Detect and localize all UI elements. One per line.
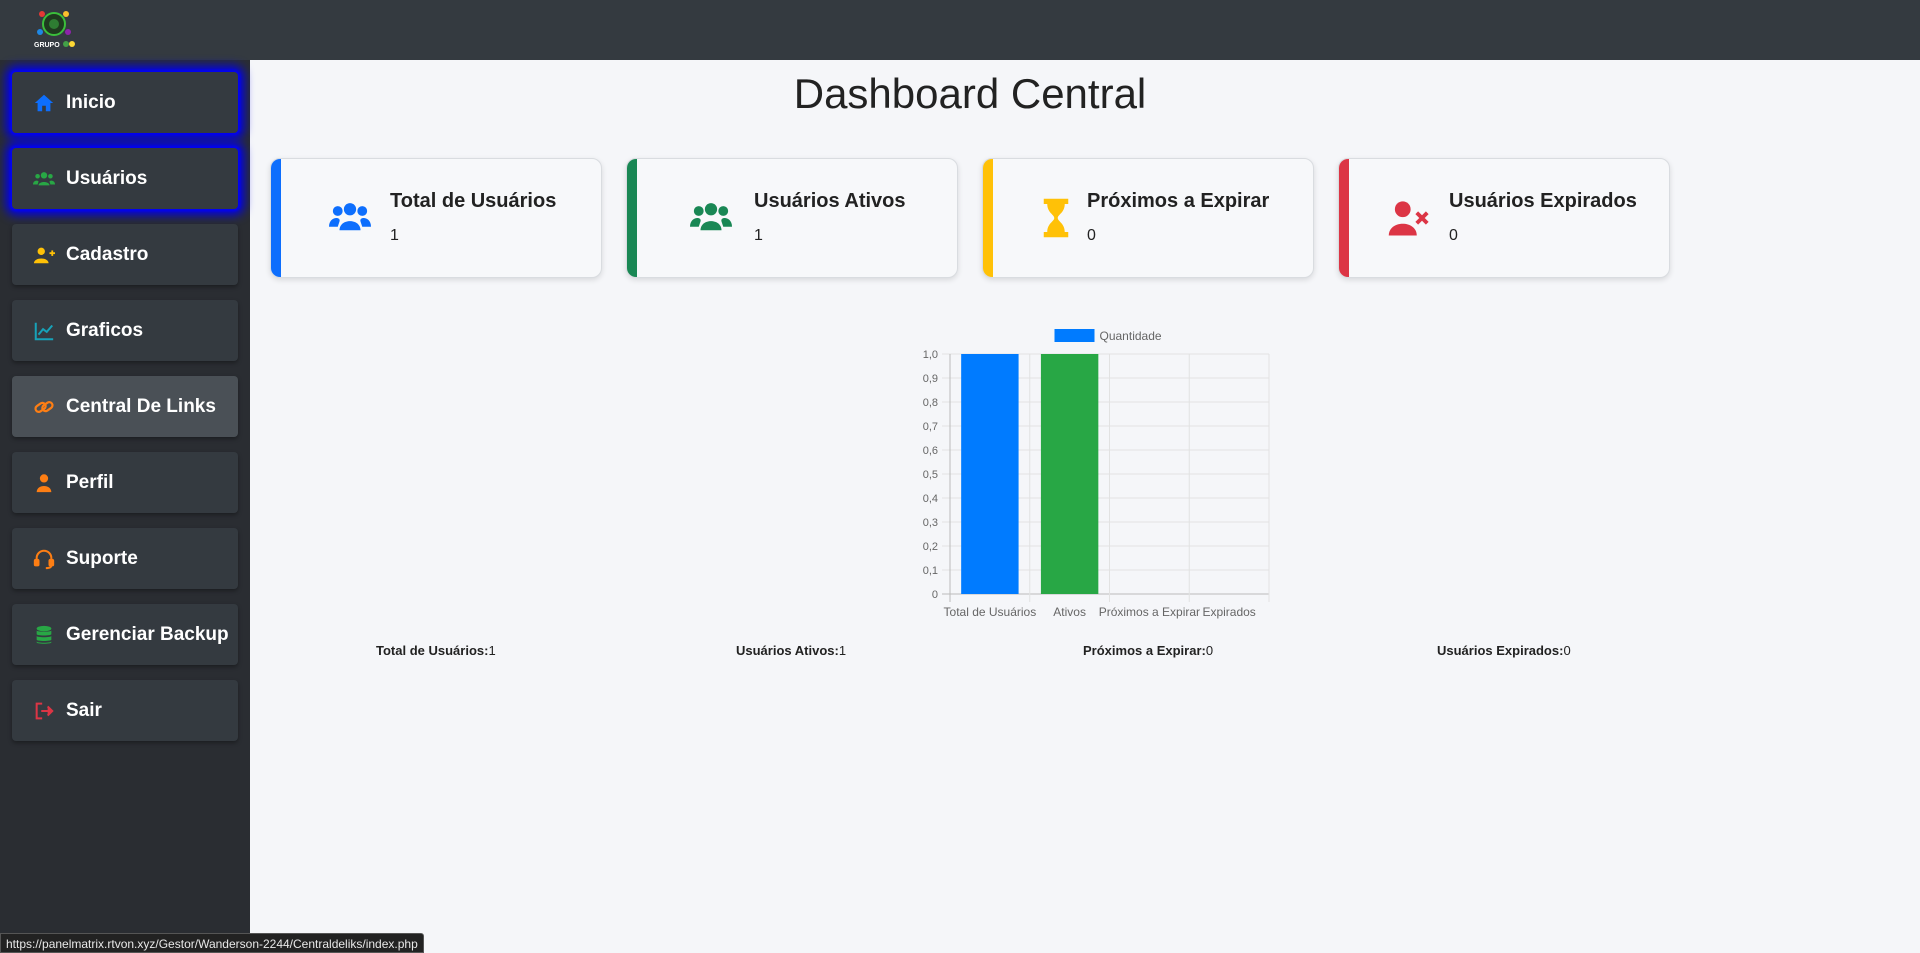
card-title: Usuários Expirados: [1449, 190, 1637, 212]
bar: [961, 354, 1019, 594]
summary-usuarios-ativos: Usuários Ativos:1: [736, 643, 846, 658]
sidebar-item-gerenciar-backup[interactable]: Gerenciar Backup: [12, 604, 238, 665]
sidebar-item-label: Gerenciar Backup: [66, 623, 229, 645]
sidebar-item-sair[interactable]: Sair: [12, 680, 238, 741]
summary-value: 1: [488, 643, 496, 658]
headset-icon: [32, 547, 56, 571]
sidebar-item-graficos[interactable]: Graficos: [12, 300, 238, 361]
main-content: Dashboard Central Total de Usuários 1 Us…: [250, 60, 1920, 953]
x-tick-label: Total de Usuários: [944, 605, 1037, 619]
sidebar-item-label: Usuários: [66, 167, 148, 189]
y-tick-label: 0,3: [923, 517, 938, 529]
legend-swatch: [1054, 329, 1095, 342]
summary-usuarios-expirados: Usuários Expirados:0: [1437, 643, 1571, 658]
users-icon: [690, 203, 732, 231]
chart-line-icon: [32, 319, 56, 343]
users-icon: [329, 203, 371, 231]
x-tick-label: Expirados: [1202, 605, 1255, 619]
sidebar-item-usuarios[interactable]: Usuários: [12, 148, 238, 209]
stat-card-proximos-expirar: Próximos a Expirar 0: [982, 158, 1314, 278]
x-tick-label: Próximos a Expirar: [1099, 605, 1200, 619]
summary-value: 0: [1205, 643, 1214, 658]
legend-label: Quantidade: [1100, 329, 1162, 343]
summary-value: 1: [838, 643, 847, 658]
x-tick-label: Ativos: [1053, 605, 1086, 619]
card-accent-bar: [627, 159, 637, 277]
sidebar-item-label: Graficos: [66, 319, 144, 341]
y-tick-label: 1,0: [923, 349, 938, 361]
status-bar-url: https://panelmatrix.rtvon.xyz/Gestor/Wan…: [0, 933, 424, 953]
hourglass-icon: [1043, 198, 1069, 238]
card-accent-bar: [271, 159, 281, 277]
summary-value: 0: [1563, 643, 1571, 658]
sidebar-item-perfil[interactable]: Perfil: [12, 452, 238, 513]
sidebar-item-central-de-links[interactable]: Central De Links: [12, 376, 238, 437]
card-value: 1: [390, 227, 399, 244]
sidebar-item-label: Cadastro: [66, 243, 149, 265]
sign-out-icon: [32, 699, 56, 723]
stat-card-usuarios-expirados: Usuários Expirados 0: [1338, 158, 1670, 278]
users-icon: [32, 167, 56, 191]
y-tick-label: 0,8: [923, 397, 938, 409]
sidebar-item-label: Perfil: [66, 471, 114, 493]
bar: [1040, 354, 1099, 594]
sidebar-item-suporte[interactable]: Suporte: [12, 528, 238, 589]
card-title: Próximos a Expirar: [1087, 190, 1270, 212]
stat-card-total-usuarios: Total de Usuários 1: [270, 158, 602, 278]
user-icon: [32, 471, 56, 495]
home-icon: [32, 91, 56, 115]
y-tick-label: 0,5: [923, 469, 938, 481]
y-tick-label: 0: [932, 589, 938, 601]
summary-label: Usuários Expirados:: [1437, 643, 1564, 658]
card-title: Usuários Ativos: [754, 190, 906, 212]
grupo-logo[interactable]: GRUPO: [30, 7, 78, 51]
logo-text: GRUPO: [34, 42, 60, 49]
bar-chart: 0 0,1 0,2 0,3 0,4 0,5 0,6 0,7 0,8 0,9 1,0 Total de …: [923, 329, 1270, 619]
sidebar-item-cadastro[interactable]: Cadastro: [12, 224, 238, 285]
summary-label: Usuários Ativos:: [736, 643, 839, 658]
summary-total-usuarios: Total de Usuários:1: [376, 643, 496, 658]
sidebar-item-inicio[interactable]: Inicio: [12, 72, 238, 133]
card-title: Total de Usuários: [390, 190, 557, 212]
stat-card-usuarios-ativos: Usuários Ativos 1: [626, 158, 958, 278]
y-tick-label: 0,6: [923, 445, 938, 457]
summary-proximos-expirar: Próximos a Expirar:0: [1083, 643, 1213, 658]
y-tick-label: 0,4: [923, 493, 938, 505]
y-tick-label: 0,1: [923, 565, 938, 577]
card-accent-bar: [1339, 159, 1349, 277]
top-bar: GRUPO: [0, 0, 1920, 60]
sidebar-item-label: Sair: [66, 699, 102, 721]
y-tick-label: 0,9: [923, 373, 938, 385]
summary-label: Total de Usuários:: [376, 643, 489, 658]
card-accent-bar: [983, 159, 993, 277]
page-title: Dashboard Central: [793, 70, 1147, 117]
user-plus-icon: [32, 243, 56, 267]
user-times-icon: [1388, 201, 1429, 236]
card-value: 0: [1449, 227, 1458, 244]
sidebar: Inicio Usuários Cadastro Graficos Centra…: [0, 60, 250, 953]
y-tick-label: 0,7: [923, 421, 938, 433]
summary-label: Próximos a Expirar:: [1083, 643, 1206, 658]
card-value: 0: [1087, 227, 1096, 244]
sidebar-item-label: Suporte: [66, 547, 138, 569]
card-value: 1: [754, 227, 763, 244]
sidebar-item-label: Central De Links: [66, 395, 216, 417]
database-icon: [32, 623, 56, 647]
sidebar-item-label: Inicio: [66, 91, 116, 113]
y-tick-label: 0,2: [923, 541, 938, 553]
link-icon: [32, 395, 56, 419]
